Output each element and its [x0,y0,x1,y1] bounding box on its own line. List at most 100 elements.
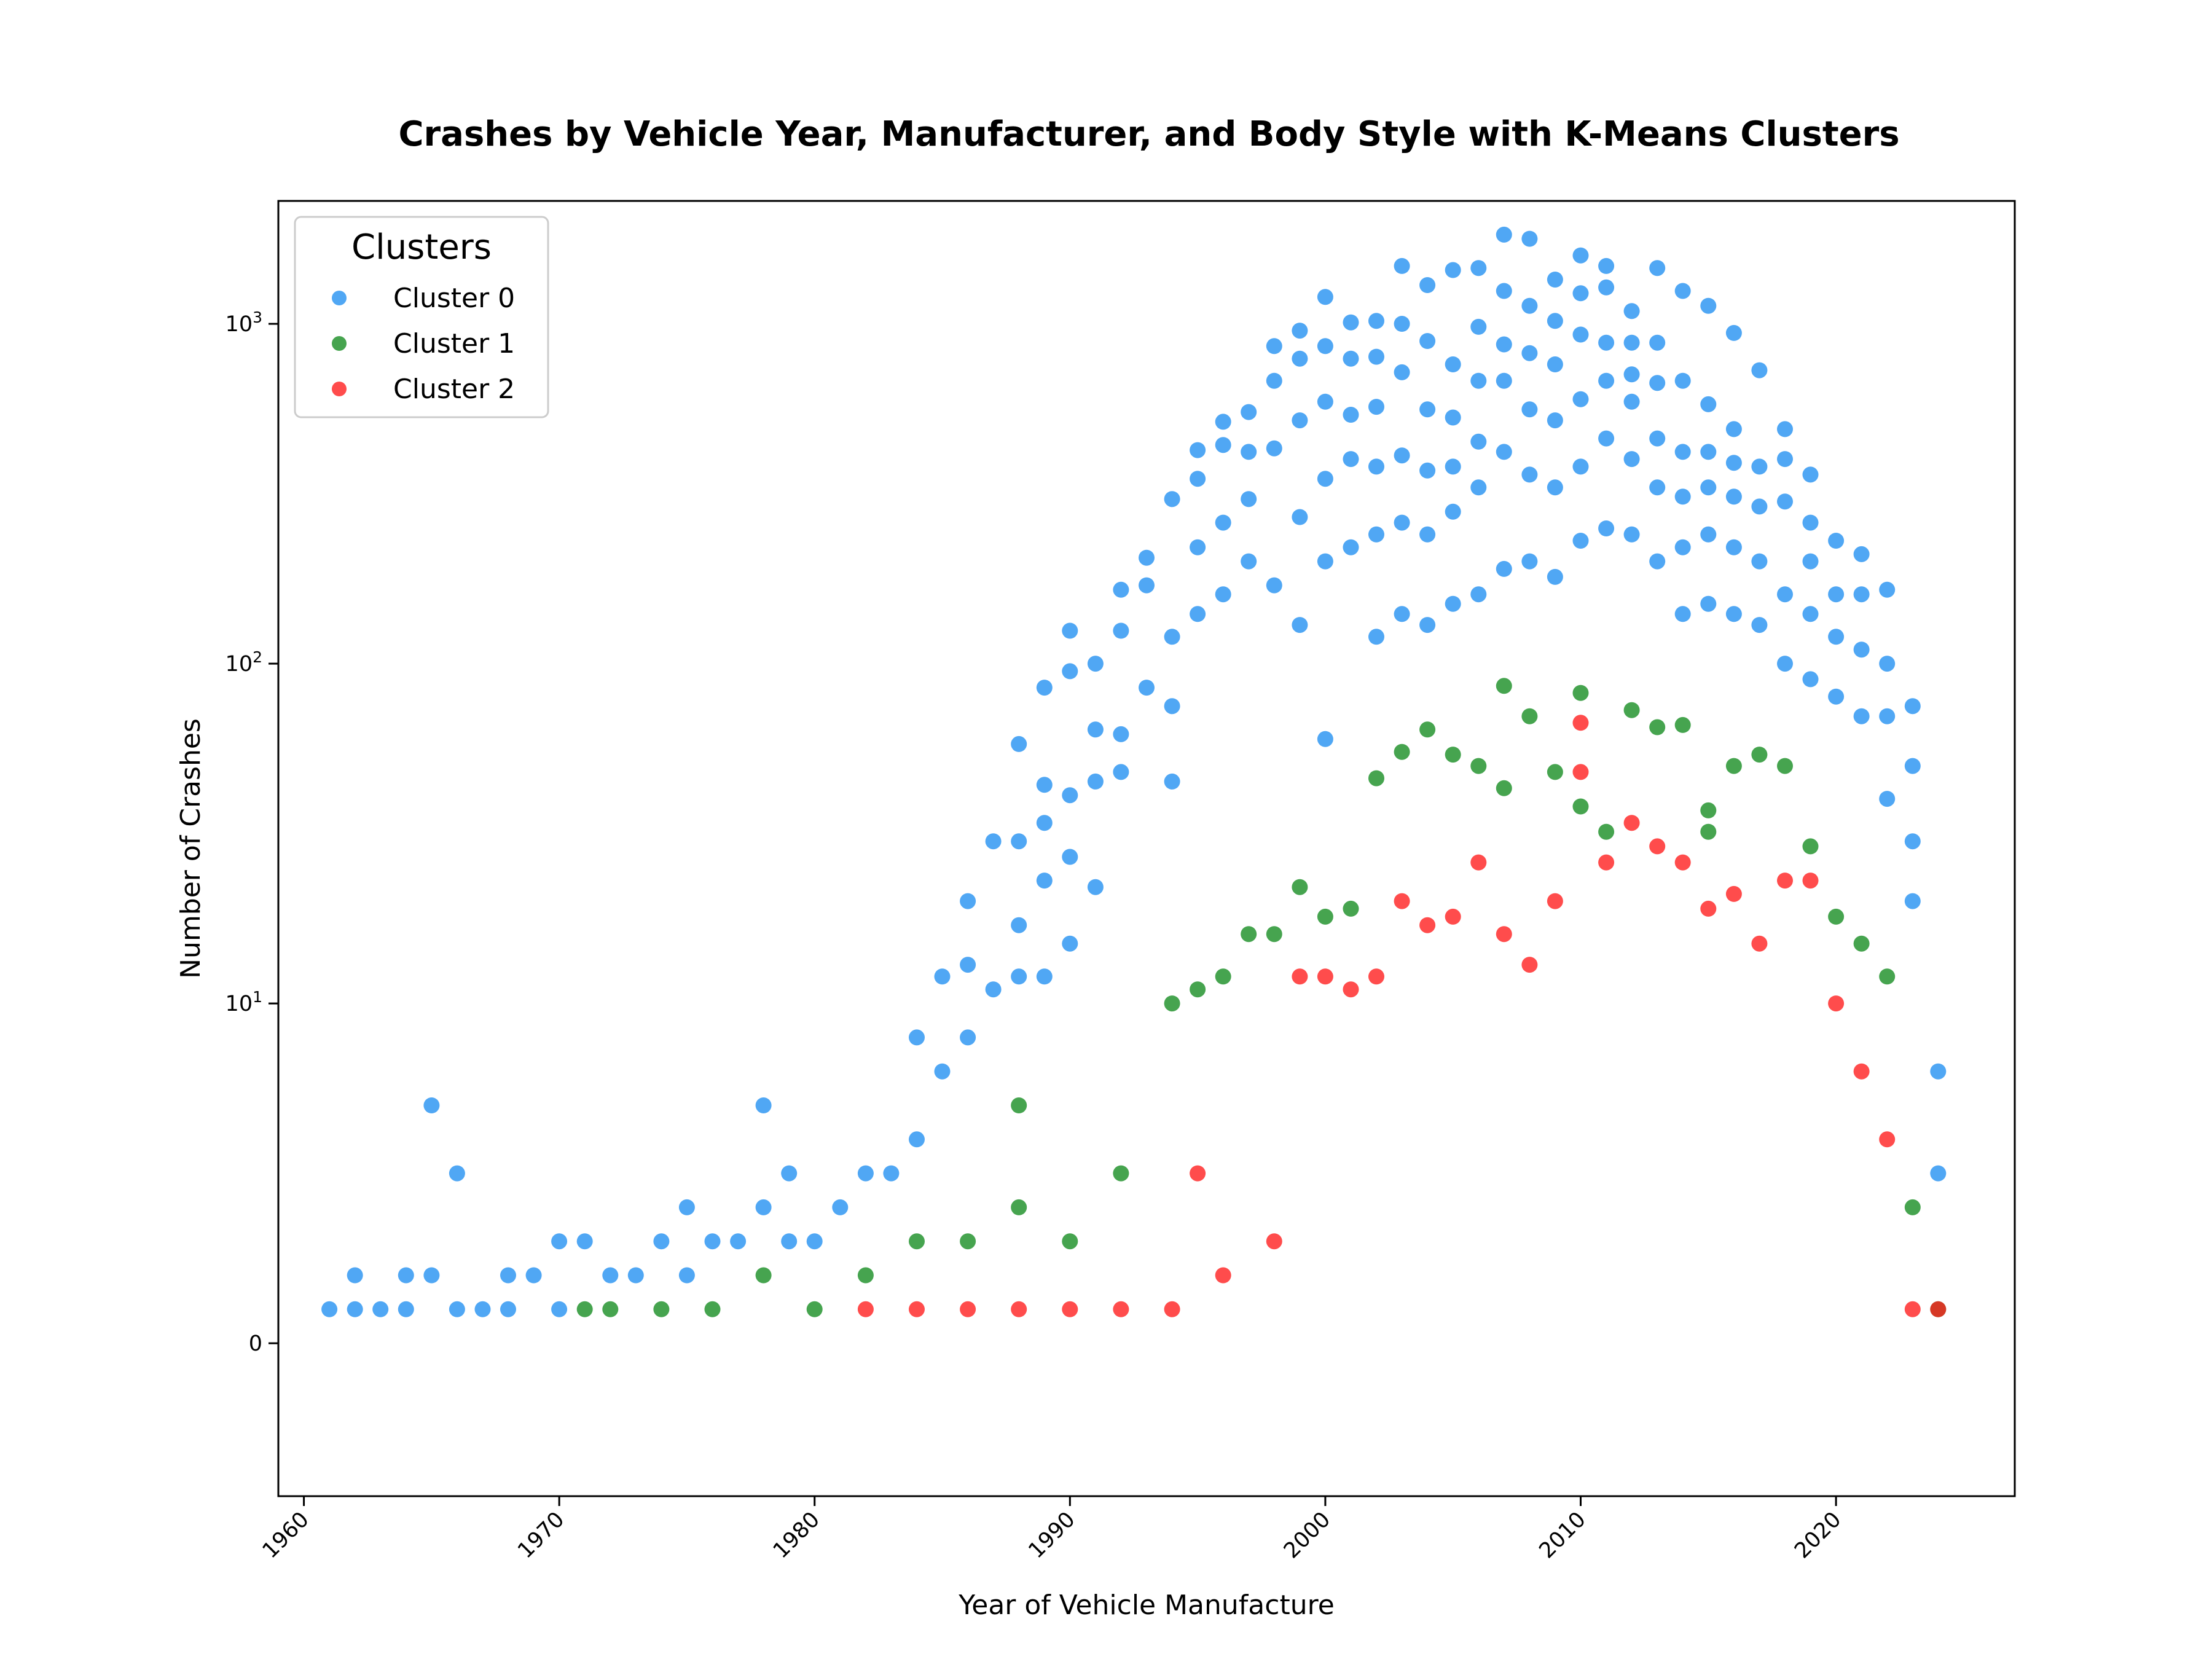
cluster-0-point [1598,372,1615,389]
cluster-0-point [1164,698,1180,715]
cluster-0-point [1394,514,1410,531]
legend-label: Cluster 2 [393,374,515,405]
cluster-0-point [1598,257,1615,274]
cluster-1-point [1241,926,1257,943]
cluster-1-point [1572,798,1589,815]
cluster-0-point [1343,407,1359,423]
cluster-0-point [449,1165,465,1182]
cluster-0-point [1700,444,1717,460]
plot-frame [277,200,2016,1497]
cluster-0-point [1394,316,1410,332]
cluster-0-point [1368,629,1384,645]
cluster-0-point [1419,526,1436,543]
cluster-0-point [1802,671,1819,688]
cluster-2-point [1470,854,1487,871]
cluster-1-point [1700,823,1717,840]
cluster-0-point [1292,509,1308,525]
cluster-0-point [1777,451,1793,468]
cluster-0-point [398,1301,414,1317]
cluster-2-point [1394,893,1410,909]
legend-label: Cluster 0 [393,283,515,314]
cluster-0-point [1828,586,1845,603]
cluster-2-point [1113,1301,1129,1317]
cluster-1-point [1700,802,1717,818]
cluster-1-point [857,1267,874,1284]
cluster-0-point [1470,586,1487,603]
cluster-0-point [1623,526,1640,543]
cluster-0-point [1572,458,1589,475]
cluster-0-point [1521,401,1538,418]
cluster-0-point [1368,399,1384,415]
cluster-0-point [500,1301,516,1317]
cluster-0-point [1343,539,1359,555]
cluster-0-point [1725,455,1742,471]
cluster-0-point [1496,444,1512,460]
cluster-0-point [1700,479,1717,496]
cluster-0-point [1164,773,1180,790]
cluster-1-point [1496,780,1512,796]
cluster-0-point [1292,350,1308,367]
cluster-0-point [1853,546,1870,562]
cluster-0-point [1521,345,1538,361]
cluster-2-point [1445,908,1461,925]
cluster-2-point [1904,1301,1921,1317]
cluster-0-point [1598,520,1615,536]
cluster-0-point [576,1233,593,1250]
cluster-0-point [1572,326,1589,343]
cluster-0-point [1266,338,1282,355]
cluster-0-point [985,833,1002,850]
cluster-1-point [1317,908,1333,925]
cluster-0-point [1725,421,1742,437]
cluster-0-point [1777,421,1793,437]
cluster-1-point [1368,770,1384,786]
legend: Clusters Cluster 0 Cluster 1 Cluster 2 [294,216,549,418]
cluster-0-point [1368,348,1384,365]
cluster-0-point [1343,314,1359,331]
cluster-0-point [1828,533,1845,549]
cluster-0-point [1674,488,1691,505]
cluster-0-point [1011,833,1027,850]
cluster-1-point [1113,1165,1129,1182]
x-axis-label: Year of Vehicle Manufacture [958,1590,1335,1621]
cluster-1-point [1572,684,1589,701]
cluster-2-point [1572,715,1589,731]
cluster-0-point [1087,879,1104,895]
cluster-1-point [1445,747,1461,763]
cluster-0-point [1572,391,1589,407]
cluster-0-point [1802,553,1819,570]
cluster-0-point [1419,277,1436,293]
cluster-0-point [1011,968,1027,985]
cluster-0-point [1241,404,1257,420]
cluster-1-point [1062,1233,1078,1250]
cluster-0-point [1521,466,1538,483]
cluster-2-point [1725,885,1742,902]
legend-marker [332,291,347,305]
cluster-0-point [1011,917,1027,933]
cluster-0-point [1700,396,1717,412]
cluster-1-point [909,1233,925,1250]
cluster-0-point [1445,595,1461,612]
cluster-1-point [1904,1199,1921,1215]
cluster-1-point [602,1301,619,1317]
cluster-0-point [1215,437,1231,453]
cluster-1-point [1828,908,1845,925]
cluster-2-point [1777,873,1793,889]
cluster-2-point [1215,1267,1231,1284]
cluster-0-point [781,1165,798,1182]
legend-marker [332,382,347,396]
cluster-0-point [372,1301,389,1317]
cluster-0-point [1547,272,1563,288]
cluster-0-point [1496,226,1512,243]
cluster-0-point [1828,629,1845,645]
cluster-0-point [1036,968,1053,985]
cluster-0-point [1879,791,1896,807]
cluster-0-point [678,1199,695,1215]
cluster-0-point [1419,333,1436,349]
cluster-0-point [1777,493,1793,510]
cluster-0-point [1853,708,1870,724]
cluster-1-point [576,1301,593,1317]
cluster-0-point [1215,414,1231,430]
cluster-0-point [1368,313,1384,329]
cluster-2-point [1292,968,1308,985]
cluster-0-point [423,1097,440,1113]
